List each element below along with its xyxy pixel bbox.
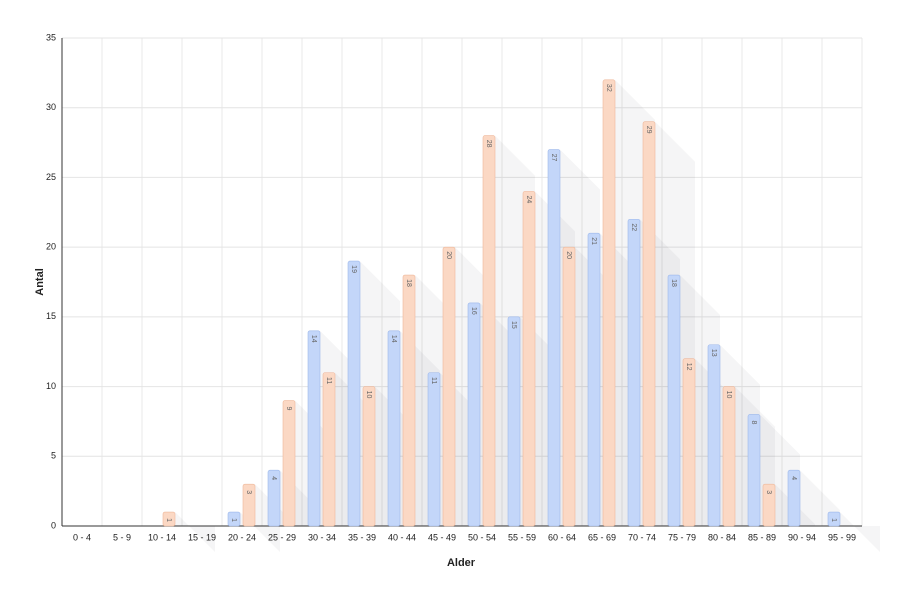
data-label: 8 <box>750 421 757 425</box>
data-label: 21 <box>590 237 597 245</box>
data-label: 3 <box>765 490 772 494</box>
x-tick-label: 60 - 64 <box>548 532 576 542</box>
data-label: 29 <box>645 126 652 134</box>
x-tick-label: 15 - 19 <box>188 532 216 542</box>
x-tick-label: 30 - 34 <box>308 532 336 542</box>
y-tick-label: 20 <box>46 242 56 252</box>
data-label: 11 <box>430 377 437 384</box>
x-tick-label: 45 - 49 <box>428 532 456 542</box>
data-label: 11 <box>325 377 332 384</box>
x-tick-label: 70 - 74 <box>628 532 656 542</box>
data-label: 28 <box>485 140 492 148</box>
y-tick-label: 0 <box>51 520 56 530</box>
data-label: 1 <box>230 518 237 522</box>
bar <box>322 372 336 527</box>
bar <box>507 316 521 527</box>
bar <box>522 191 536 527</box>
bar <box>602 79 616 527</box>
bar <box>827 511 841 527</box>
data-label: 4 <box>790 476 797 480</box>
bar <box>682 358 696 527</box>
y-tick-label: 30 <box>46 102 56 112</box>
bar <box>307 330 321 527</box>
y-tick-label: 35 <box>46 32 56 42</box>
data-label: 1 <box>165 518 172 522</box>
data-label: 14 <box>310 335 317 343</box>
y-tick-label: 15 <box>46 311 56 321</box>
bar <box>587 232 601 527</box>
bar-shadow <box>840 512 880 553</box>
bar <box>242 483 256 527</box>
x-tick-label: 85 - 89 <box>748 532 776 542</box>
bar-shadow <box>175 512 215 553</box>
y-tick-label: 25 <box>46 172 56 182</box>
data-label: 3 <box>245 490 252 494</box>
bar <box>267 469 281 527</box>
data-label: 22 <box>630 223 637 231</box>
data-label: 10 <box>365 391 372 399</box>
y-axis-title: Antal <box>34 268 46 296</box>
data-label: 27 <box>550 154 557 162</box>
data-label: 18 <box>670 279 677 287</box>
data-label: 13 <box>710 349 717 357</box>
data-label: 20 <box>445 251 452 259</box>
bar <box>747 414 761 527</box>
bar <box>547 149 561 527</box>
bar <box>627 218 641 527</box>
bar <box>667 274 681 527</box>
bar <box>442 246 456 527</box>
bar <box>482 135 496 527</box>
bar <box>427 372 441 527</box>
x-tick-label: 0 - 4 <box>73 532 91 542</box>
bar <box>227 511 241 527</box>
data-label: 14 <box>390 335 397 343</box>
bar <box>362 386 376 527</box>
x-tick-label: 40 - 44 <box>388 532 416 542</box>
x-tick-label: 50 - 54 <box>468 532 496 542</box>
y-tick-label: 5 <box>51 451 56 461</box>
bar <box>642 121 656 527</box>
x-tick-label: 75 - 79 <box>668 532 696 542</box>
bar <box>387 330 401 527</box>
bar <box>282 400 296 527</box>
x-tick-label: 20 - 24 <box>228 532 256 542</box>
x-tick-label: 65 - 69 <box>588 532 616 542</box>
data-label: 10 <box>725 391 732 399</box>
data-label: 1 <box>830 518 837 522</box>
data-label: 15 <box>510 321 517 329</box>
bar <box>162 511 176 527</box>
data-label: 12 <box>685 363 692 371</box>
x-tick-label: 25 - 29 <box>268 532 296 542</box>
data-label: 16 <box>470 307 477 315</box>
x-tick-label: 90 - 94 <box>788 532 816 542</box>
bar <box>722 386 736 527</box>
bar <box>402 274 416 527</box>
data-label: 20 <box>565 251 572 259</box>
bar <box>762 483 776 527</box>
bar <box>707 344 721 527</box>
x-tick-label: 10 - 14 <box>148 532 176 542</box>
data-label: 4 <box>270 476 277 480</box>
bar <box>467 302 481 527</box>
bar <box>562 246 576 527</box>
y-tick-label: 10 <box>46 381 56 391</box>
x-tick-label: 80 - 84 <box>708 532 736 542</box>
data-label: 18 <box>405 279 412 287</box>
data-label: 19 <box>350 265 357 273</box>
data-label: 24 <box>525 195 532 203</box>
x-axis-title: Alder <box>447 557 476 569</box>
x-tick-label: 95 - 99 <box>828 532 856 542</box>
data-label: 32 <box>605 84 612 92</box>
data-label: 9 <box>285 407 292 411</box>
bar <box>347 260 361 527</box>
x-tick-label: 5 - 9 <box>113 532 131 542</box>
x-tick-label: 55 - 59 <box>508 532 536 542</box>
bar <box>787 469 801 527</box>
x-tick-label: 35 - 39 <box>348 532 376 542</box>
